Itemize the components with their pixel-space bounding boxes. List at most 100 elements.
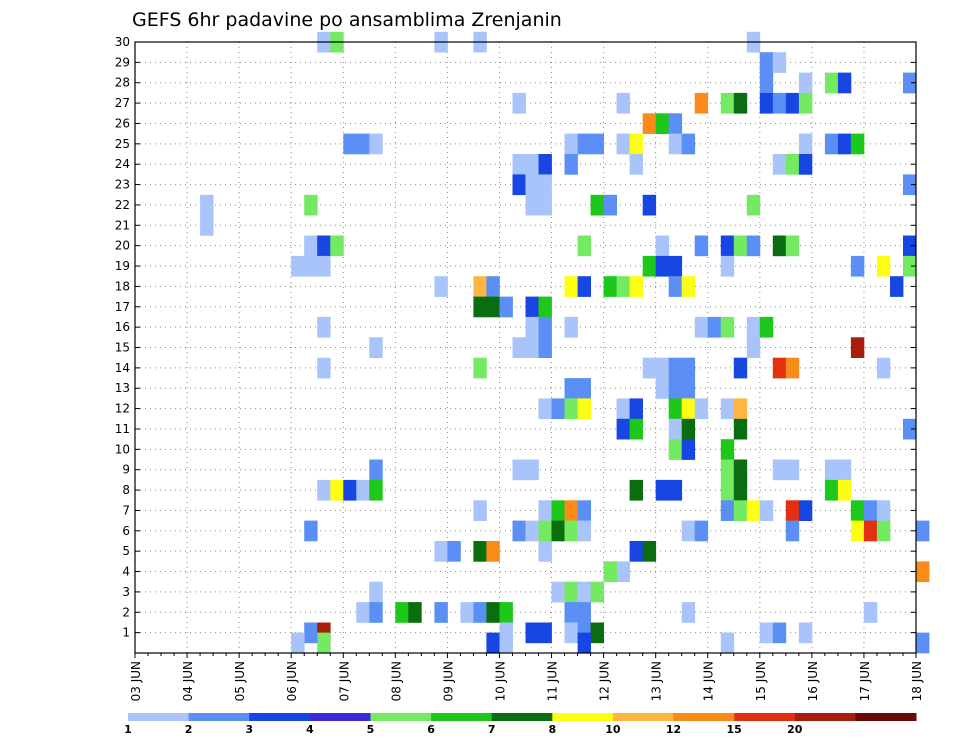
precip-cell (916, 561, 930, 583)
precip-cell (916, 520, 930, 542)
precip-cell (356, 479, 370, 501)
x-axis: 03 JUN 04 JUN 05 JUN 06 JUN 07 JUN 08 JUN 09 J… (129, 653, 924, 701)
precip-cell (369, 581, 383, 603)
legend-swatch (552, 713, 614, 721)
precip-cell (538, 154, 552, 175)
y-tick-label: 28 (115, 76, 130, 90)
precip-cell (733, 92, 748, 114)
precip-cell (655, 235, 670, 257)
precip-cell (577, 602, 591, 623)
precip-cell (668, 255, 683, 277)
precip-cell (746, 500, 761, 521)
precip-cell (733, 500, 748, 521)
precip-cell (577, 235, 591, 257)
precip-cell (772, 154, 787, 175)
precip-cell (512, 459, 526, 481)
precip-cell (603, 276, 617, 297)
precip-cell (824, 72, 839, 94)
y-tick-label: 22 (115, 198, 130, 212)
legend-label: 12 (666, 723, 681, 736)
precip-cell (473, 296, 487, 318)
precip-cell (408, 602, 422, 623)
precip-cell (629, 154, 643, 175)
precip-cell (538, 541, 552, 562)
legend-swatch (855, 713, 917, 721)
legend-swatch (431, 713, 493, 721)
precip-cell (876, 500, 891, 521)
precip-cell (837, 133, 852, 155)
precip-cell (525, 622, 539, 644)
y-tick-label: 9 (122, 463, 130, 477)
precip-cell (343, 133, 357, 155)
x-tick-label: 09 JUN (441, 661, 455, 701)
precip-cell (903, 235, 917, 257)
precip-cell (720, 92, 735, 114)
precip-cell (629, 276, 643, 297)
precip-cell (525, 459, 539, 481)
precip-cell (668, 439, 683, 460)
y-tick-label: 5 (122, 544, 130, 558)
precip-cell (629, 541, 643, 562)
precip-cell (681, 520, 696, 542)
precip-cell (707, 316, 722, 338)
y-tick-label: 19 (115, 259, 130, 273)
precip-cell (876, 357, 891, 379)
precip-cell (564, 622, 578, 644)
precip-cell (785, 92, 800, 114)
precip-cell (291, 632, 305, 654)
precip-cell (512, 337, 526, 358)
precip-cell (903, 174, 917, 196)
precip-cell (642, 113, 657, 134)
precip-cell (616, 92, 630, 114)
x-tick-label: 12 JUN (598, 661, 612, 701)
precip-cell (903, 418, 917, 440)
precip-cell (694, 520, 709, 542)
precip-cell (746, 235, 761, 257)
precip-cell (538, 296, 552, 318)
precip-cell (681, 418, 696, 440)
precip-cell (564, 520, 578, 542)
precip-cell (564, 316, 578, 338)
precip-cell (916, 632, 930, 654)
precip-cell (733, 398, 748, 420)
precip-cell (655, 479, 670, 501)
precip-cell (798, 622, 813, 644)
precip-cell (538, 316, 552, 338)
precip-cell (720, 255, 735, 277)
precip-cell (317, 255, 331, 277)
precip-cell (369, 479, 383, 501)
precip-cell (434, 276, 448, 297)
y-tick-label: 20 (115, 239, 130, 253)
precip-cell (720, 398, 735, 420)
precip-cell (330, 479, 344, 501)
precip-cell (785, 520, 800, 542)
precip-cell (798, 154, 813, 175)
x-tick-label: 06 JUN (285, 661, 299, 701)
legend-swatch (734, 713, 796, 721)
legend-label: 1 (124, 723, 132, 736)
precip-cell (577, 133, 591, 155)
precip-cell (655, 113, 670, 134)
precip-cell (486, 632, 500, 654)
precip-cell (824, 479, 839, 501)
precip-cell (655, 357, 670, 379)
precip-cell (903, 255, 917, 277)
x-tick-label: 11 JUN (546, 661, 560, 701)
precip-cell (772, 622, 787, 644)
y-tick-label: 18 (115, 279, 130, 293)
precip-cell (668, 398, 683, 420)
precip-cell (850, 133, 865, 155)
x-tick-label: 16 JUN (806, 661, 820, 701)
precip-cell (590, 622, 604, 644)
precip-cell (694, 398, 709, 420)
y-tick-label: 3 (122, 585, 130, 599)
legend-swatch (612, 713, 674, 721)
precip-cell (720, 500, 735, 521)
precip-cell (551, 520, 565, 542)
precip-cell (759, 622, 774, 644)
x-tick-label: 07 JUN (337, 661, 351, 701)
precip-cell (863, 500, 878, 521)
precip-cell (590, 133, 604, 155)
precip-cell (668, 113, 683, 134)
precip-cell (512, 154, 526, 175)
